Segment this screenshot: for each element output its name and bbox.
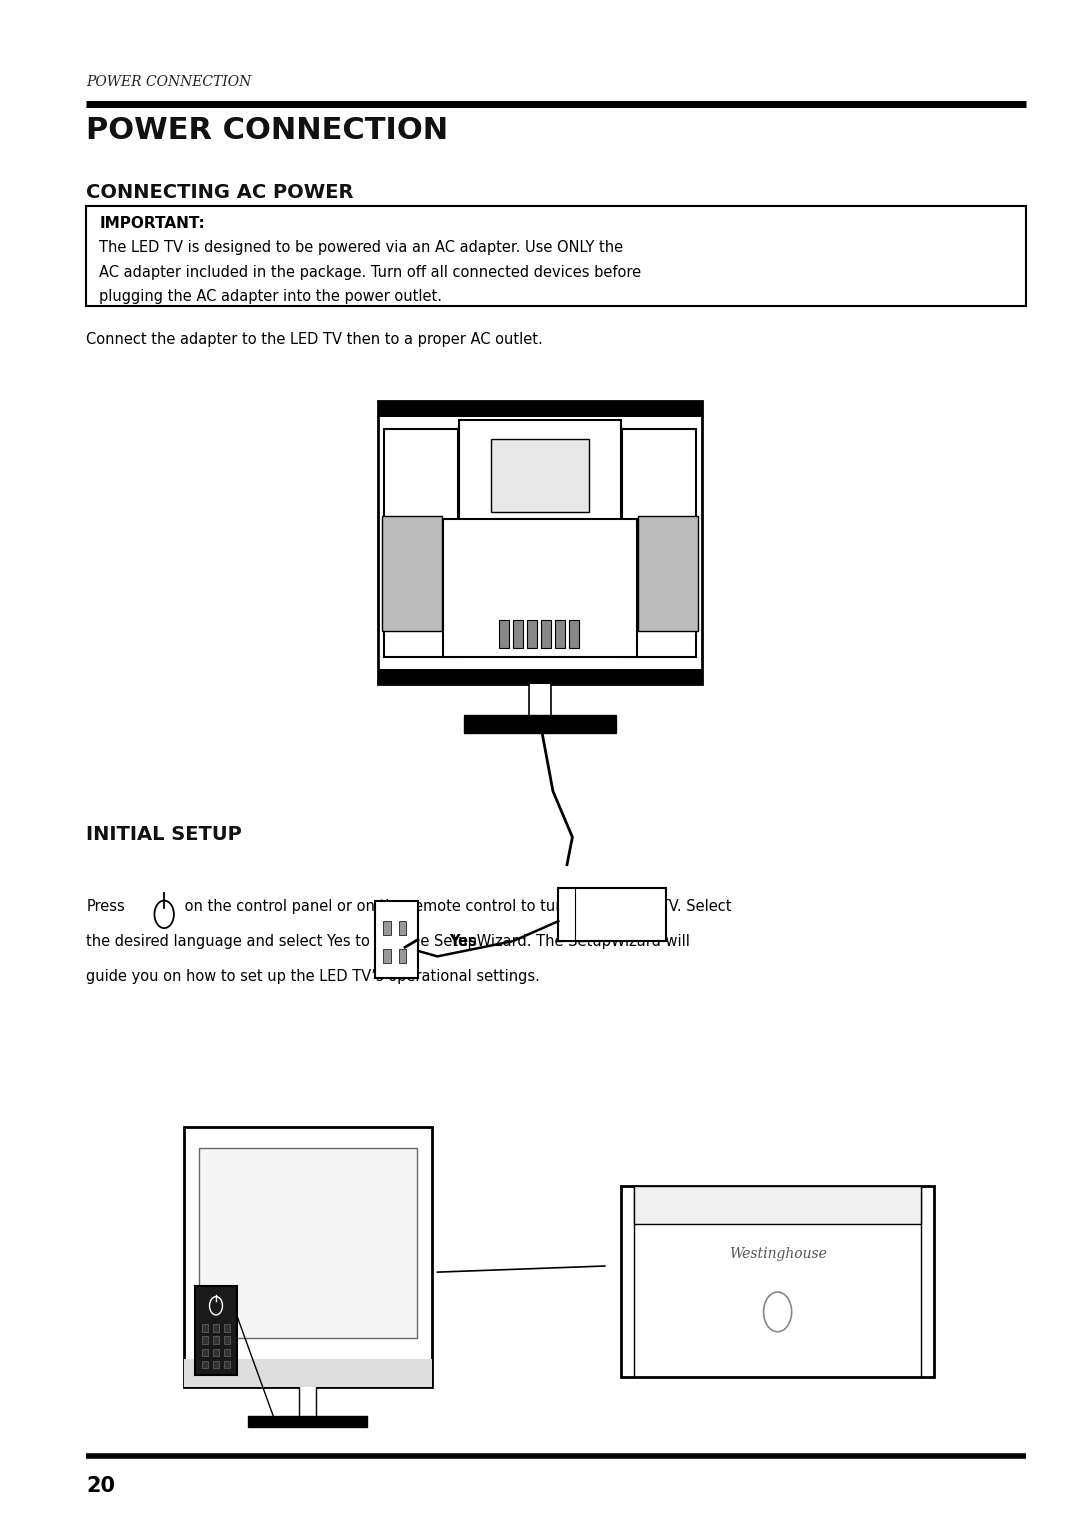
Bar <box>399 948 406 963</box>
Bar <box>513 619 523 647</box>
Bar <box>383 920 391 934</box>
Bar <box>213 1361 219 1368</box>
Text: IMPORTANT:: IMPORTANT: <box>99 216 205 231</box>
Bar <box>499 619 509 647</box>
Text: POWER CONNECTION: POWER CONNECTION <box>86 75 252 89</box>
Bar <box>213 1324 219 1332</box>
Bar <box>569 619 579 647</box>
Bar <box>213 1349 219 1356</box>
Bar <box>459 420 621 528</box>
Bar <box>443 520 637 657</box>
Bar <box>378 670 702 683</box>
Bar <box>384 430 458 657</box>
Bar <box>248 1416 367 1427</box>
Bar <box>299 1384 316 1417</box>
Text: AC adapter included in the package. Turn off all connected devices before: AC adapter included in the package. Turn… <box>99 265 642 280</box>
Bar <box>378 401 702 416</box>
Text: on the control panel or on the remote control to turn on the LED TV. Select: on the control panel or on the remote co… <box>180 899 732 914</box>
Text: Connect the adapter to the LED TV then to a proper AC outlet.: Connect the adapter to the LED TV then t… <box>86 332 543 347</box>
Bar <box>464 714 616 734</box>
Bar <box>86 206 1026 306</box>
Text: the desired language and select Yes to use the SetupWizard. The SetupWizard will: the desired language and select Yes to u… <box>86 934 690 950</box>
Bar <box>382 517 442 630</box>
Bar <box>213 1336 219 1344</box>
Text: Yes: Yes <box>449 934 477 950</box>
Text: 20: 20 <box>86 1475 116 1497</box>
Bar <box>202 1336 208 1344</box>
Bar <box>202 1349 208 1356</box>
Bar <box>527 619 537 647</box>
Bar <box>399 920 406 934</box>
Bar <box>383 948 391 963</box>
Bar <box>375 902 418 979</box>
Bar <box>184 1127 432 1387</box>
Bar <box>491 439 589 512</box>
Bar <box>529 680 551 717</box>
Text: Press: Press <box>86 899 125 914</box>
Bar <box>202 1361 208 1368</box>
Text: CONNECTING AC POWER: CONNECTING AC POWER <box>86 183 354 202</box>
Bar <box>378 401 702 683</box>
Bar <box>541 619 551 647</box>
Bar <box>184 1359 432 1387</box>
Text: Westinghouse: Westinghouse <box>729 1246 826 1261</box>
Bar <box>224 1336 230 1344</box>
Text: INITIAL SETUP: INITIAL SETUP <box>86 826 242 844</box>
Bar <box>224 1324 230 1332</box>
Bar <box>638 517 698 630</box>
Bar <box>195 1286 237 1375</box>
Text: guide you on how to set up the LED TV’s operational settings.: guide you on how to set up the LED TV’s … <box>86 969 540 985</box>
Bar <box>555 619 565 647</box>
Bar <box>622 430 696 657</box>
Bar <box>199 1148 417 1338</box>
Bar <box>558 887 666 940</box>
Bar <box>224 1349 230 1356</box>
Bar <box>224 1361 230 1368</box>
Bar <box>634 1187 921 1223</box>
Text: The LED TV is designed to be powered via an AC adapter. Use ONLY the: The LED TV is designed to be powered via… <box>99 240 623 255</box>
Text: POWER CONNECTION: POWER CONNECTION <box>86 116 448 145</box>
Bar <box>202 1324 208 1332</box>
Text: plugging the AC adapter into the power outlet.: plugging the AC adapter into the power o… <box>99 289 443 304</box>
Bar <box>621 1187 934 1376</box>
